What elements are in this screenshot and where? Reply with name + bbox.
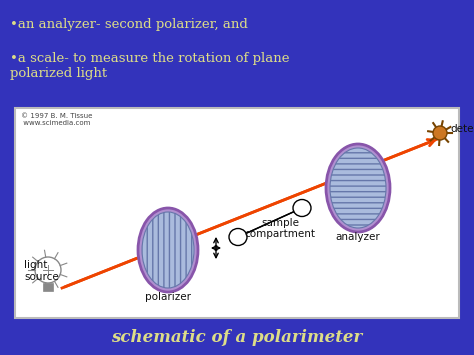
Text: •a scale- to measure the rotation of plane
polarized light: •a scale- to measure the rotation of pla…	[10, 52, 290, 80]
Bar	[43, 283, 53, 291]
Text: © 1997 B. M. Tissue
 www.scimedia.com: © 1997 B. M. Tissue www.scimedia.com	[21, 113, 92, 126]
Ellipse shape	[330, 148, 386, 228]
Text: sample
compartment: sample compartment	[245, 218, 316, 239]
Text: analyzer: analyzer	[336, 232, 380, 242]
Ellipse shape	[293, 200, 311, 217]
Text: light
source: light source	[24, 260, 59, 282]
Ellipse shape	[326, 144, 390, 232]
Circle shape	[433, 126, 447, 140]
Circle shape	[35, 257, 61, 283]
Ellipse shape	[142, 212, 194, 288]
Text: polarizer: polarizer	[145, 292, 191, 302]
Ellipse shape	[138, 208, 198, 292]
Text: detector: detector	[450, 124, 474, 134]
Bar	[15, 108, 459, 318]
Text: •an analyzer- second polarizer, and: •an analyzer- second polarizer, and	[10, 18, 248, 31]
Ellipse shape	[229, 229, 247, 246]
Text: schematic of a polarimeter: schematic of a polarimeter	[111, 329, 363, 346]
